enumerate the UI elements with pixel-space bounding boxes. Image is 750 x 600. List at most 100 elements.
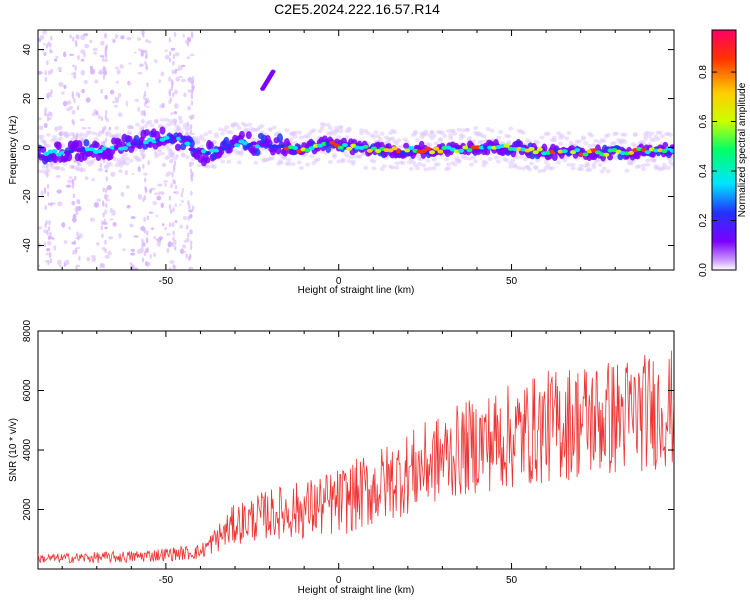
spectrogram-halo xyxy=(649,131,655,136)
spectrogram-streak xyxy=(174,245,177,251)
spectrogram-halo xyxy=(344,135,350,140)
spectrogram-halo xyxy=(62,161,68,166)
spectrogram-streak xyxy=(49,231,52,237)
spectrogram-noise-blob xyxy=(181,187,185,193)
spectrogram-halo xyxy=(371,134,377,139)
spectrogram-halo xyxy=(371,159,377,164)
spectrogram-halo xyxy=(128,125,134,130)
spectrogram-halo xyxy=(180,153,186,158)
spectrogram-halo xyxy=(460,134,466,139)
spectrogram-halo xyxy=(636,164,642,169)
spectrogram-streak xyxy=(144,101,147,107)
spectrogram-halo xyxy=(558,141,564,146)
spectrogram-halo xyxy=(352,154,358,159)
spectrogram-streak xyxy=(73,175,77,181)
spectrogram-halo xyxy=(589,133,595,138)
spectrogram-halo xyxy=(238,152,244,157)
spectrogram-core xyxy=(408,145,415,150)
spectrogram-noise-blob xyxy=(42,43,46,46)
spectrogram-core xyxy=(337,145,344,150)
spectrogram-noise-blob xyxy=(130,248,135,252)
spectrogram-streak xyxy=(172,167,176,173)
spectrogram-core xyxy=(362,144,369,149)
spectrogram-streak xyxy=(144,177,147,183)
spectrogram-halo xyxy=(350,159,356,164)
spectrogram-halo xyxy=(483,160,489,165)
spectrogram-noise-blob xyxy=(108,236,114,240)
spectrogram-noise-blob xyxy=(64,259,70,266)
spectrogram-halo xyxy=(473,126,479,131)
spectrogram-halo xyxy=(137,157,143,162)
spectrogram-band xyxy=(551,153,558,161)
spectrogram-noise-blob xyxy=(112,221,117,227)
spectrogram-noise-blob xyxy=(161,162,167,168)
spectrogram-halo xyxy=(224,125,230,130)
spectrogram-halo xyxy=(253,160,259,165)
spectrogram-streak xyxy=(105,203,108,209)
spectrogram-halo xyxy=(425,158,431,163)
spectrogram-halo xyxy=(126,130,132,135)
spectrogram-band xyxy=(52,154,59,164)
spectrogram-streak xyxy=(45,43,49,49)
spectrogram-halo xyxy=(632,132,638,137)
spectrogram-halo xyxy=(361,151,367,156)
spectrogram-halo xyxy=(427,142,433,147)
spectrogram-halo xyxy=(172,156,178,161)
spectrogram-halo xyxy=(166,146,172,151)
spectrogram-halo xyxy=(415,166,421,171)
spectrogram-halo xyxy=(311,128,317,133)
spectrogram-halo xyxy=(114,163,120,168)
spectrogram-noise-blob xyxy=(89,68,96,75)
spectrogram-noise-blob xyxy=(81,126,87,130)
spectrogram-halo xyxy=(344,153,350,158)
spectrogram-noise-blob xyxy=(62,100,68,107)
spectrogram-halo xyxy=(473,159,479,164)
spectrogram-halo xyxy=(188,161,194,166)
spectrogram-noise-blob xyxy=(115,80,120,84)
spectrogram-streak xyxy=(47,235,51,241)
spectrogram-noise-blob xyxy=(180,200,184,203)
spectrogram-streak xyxy=(43,242,47,248)
spectrogram-noise-blob xyxy=(188,79,194,83)
spectrogram-halo xyxy=(218,127,224,132)
spectrogram-noise-blob xyxy=(114,33,119,39)
spectrogram-streak xyxy=(102,187,105,193)
spectrogram-halo xyxy=(176,126,182,131)
spectrogram-noise-blob xyxy=(170,47,176,51)
spectrogram-halo xyxy=(97,131,103,136)
spectrogram-noise-blob xyxy=(104,94,108,100)
colorbar-ticks: 0.0 0.2 0.4 0.6 0.8 xyxy=(698,65,736,277)
spectrogram-halo xyxy=(441,133,447,138)
spectrogram-noise-blob xyxy=(46,247,51,252)
spectrogram-halo xyxy=(520,130,526,135)
spectrogram-halo xyxy=(452,131,458,136)
spectrogram-core xyxy=(308,146,315,151)
spectrogram-halo xyxy=(315,157,321,162)
spectrogram-halo xyxy=(38,169,41,174)
spectrogram-halo xyxy=(149,123,155,128)
spectrogram-noise-blob xyxy=(113,104,118,108)
spectrogram-noise-blob xyxy=(104,226,108,230)
spectrogram-halo xyxy=(549,166,555,171)
spectrogram-halo xyxy=(288,137,294,142)
spectrogram-core xyxy=(59,150,66,155)
spectrogram-halo xyxy=(643,137,649,142)
spectrogram-core xyxy=(163,135,170,140)
spectrogram-streak xyxy=(146,248,149,254)
spectrogram-halo xyxy=(512,164,518,169)
spectrogram-core xyxy=(429,150,436,155)
spectrogram-noise-blob xyxy=(107,250,112,256)
spectrogram-streak xyxy=(100,225,104,231)
spectrogram-core xyxy=(387,148,394,153)
spectrogram-streak xyxy=(99,263,103,269)
spectrogram-halo xyxy=(605,133,611,138)
spectrogram-streak xyxy=(99,162,103,168)
spectrogram-noise-blob xyxy=(140,49,146,53)
spectrogram-core xyxy=(213,148,220,153)
spectrogram-core xyxy=(341,142,348,147)
spectrogram-halo xyxy=(396,138,402,143)
spectrogram-noise-blob xyxy=(137,37,142,41)
colorbar: 0.0 0.2 0.4 0.6 0.8 Normalized spectral ampl… xyxy=(698,29,748,277)
spectrogram-halo xyxy=(327,160,333,165)
spectrogram-noise-blob xyxy=(58,265,63,268)
